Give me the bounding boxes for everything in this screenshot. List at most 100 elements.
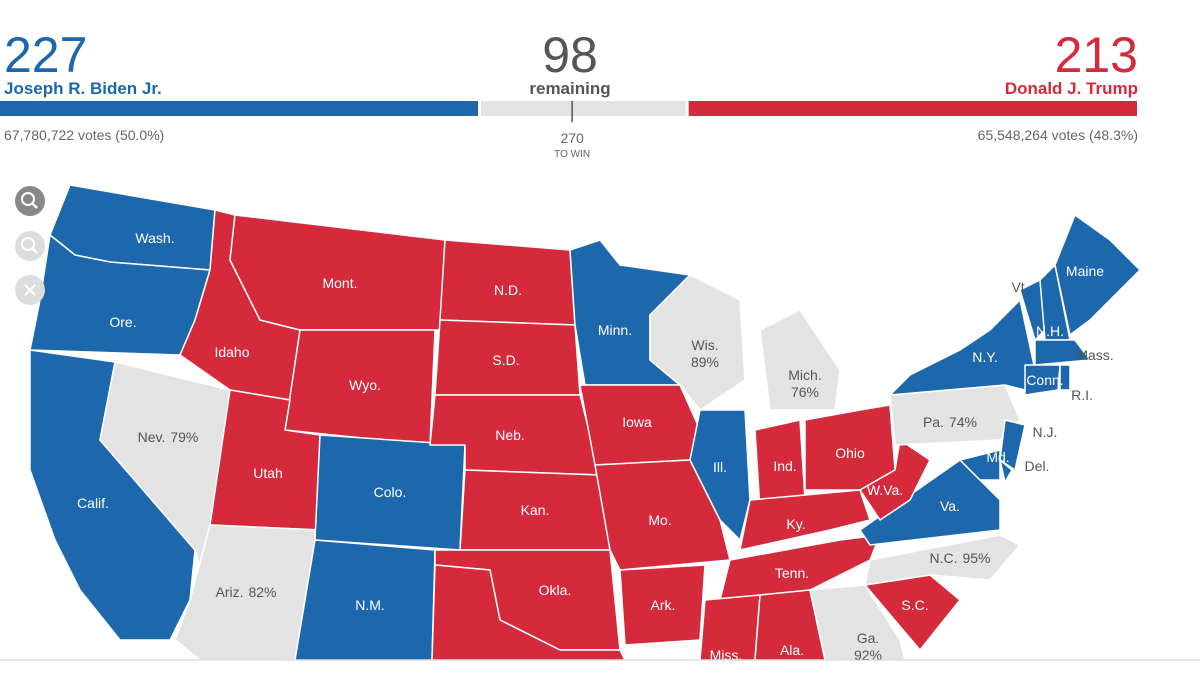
state-name: Mo. — [648, 512, 671, 528]
state-label: Ark. — [651, 597, 676, 613]
state-label: Minn. — [598, 322, 632, 338]
state-name: S.C. — [901, 597, 928, 613]
biden-electoral: 227 — [4, 27, 87, 83]
state-name: Iowa — [622, 414, 652, 430]
state — [739, 489, 871, 551]
state-name: Ky. — [786, 516, 805, 532]
state-name: Kan. — [521, 502, 550, 518]
state-label: N.C. 95% — [929, 550, 990, 566]
state-name: Ill. — [713, 459, 727, 475]
state-label: Idaho — [214, 344, 249, 360]
state-name: Wyo. — [349, 377, 381, 393]
state-name: Maine — [1066, 263, 1104, 279]
states — [29, 184, 1141, 661]
state-label: S.C. — [901, 597, 928, 613]
state-name: Md. — [986, 449, 1009, 465]
state — [229, 214, 446, 331]
state-label: Wash. — [135, 230, 174, 246]
state-label: N.D. — [494, 282, 522, 298]
state — [999, 419, 1026, 471]
state-name: Ohio — [835, 445, 865, 461]
state-label: Calif. — [77, 495, 109, 511]
state-label: N.H. — [1036, 323, 1064, 339]
state-percent-reporting: 95% — [962, 550, 990, 566]
state-name: Calif. — [77, 495, 109, 511]
state-label: Maine — [1066, 263, 1104, 279]
state-label: Ohio — [835, 445, 865, 461]
state — [809, 584, 906, 661]
state-label: Ore. — [109, 314, 136, 330]
state-name: Minn. — [598, 322, 632, 338]
zoom-in-button[interactable] — [15, 186, 45, 216]
zoom-controls — [15, 186, 45, 305]
state-label: N.Y. — [972, 349, 997, 365]
state-name: N.H. — [1036, 323, 1064, 339]
state-name: Ariz. — [215, 584, 243, 600]
electoral-bar-segment — [481, 101, 686, 116]
state-label: Ga. 92% — [854, 630, 882, 663]
state-name: Wis. — [691, 337, 718, 353]
state-label: Mass. — [1076, 347, 1113, 363]
state-label: Ariz. 82% — [215, 584, 276, 600]
state-label: W.Va. — [867, 482, 903, 498]
trump-votes: 65,548,264 votes (48.3%) — [978, 127, 1138, 143]
state-label: Colo. — [374, 484, 407, 500]
state — [759, 309, 841, 411]
state-name: Ark. — [651, 597, 676, 613]
state-label: Wis. 89% — [691, 337, 719, 370]
state-label: Miss. — [710, 647, 743, 663]
state-label: N.J. — [1033, 424, 1058, 440]
state-name: N.J. — [1033, 424, 1058, 440]
state-name: Del. — [1025, 458, 1050, 474]
state-name: R.I. — [1071, 387, 1093, 403]
state-name: Vt. — [1011, 279, 1028, 295]
state-percent-reporting: 92% — [854, 647, 882, 663]
state-label: Tenn. — [775, 565, 809, 581]
state-name: Nev. — [138, 429, 166, 445]
state — [1054, 214, 1141, 336]
state-name: Wash. — [135, 230, 174, 246]
state-label: Vt. — [1011, 279, 1028, 295]
state-name: Ore. — [109, 314, 136, 330]
electoral-bar-segment — [688, 101, 1137, 116]
state — [1059, 364, 1071, 391]
state — [859, 459, 1001, 546]
state — [859, 439, 931, 521]
state-percent-reporting: 89% — [691, 354, 719, 370]
reset-button[interactable] — [15, 275, 45, 305]
state-label: Neb. — [495, 427, 525, 443]
state-name: Okla. — [539, 582, 572, 598]
zoom-out-button[interactable] — [15, 231, 45, 261]
state-label: Nev. 79% — [138, 429, 199, 445]
state-name: Tenn. — [775, 565, 809, 581]
trump-electoral: 213 — [1055, 27, 1138, 83]
state-label: Ala. — [780, 642, 804, 658]
state-name: Va. — [940, 498, 960, 514]
state-label: Va. — [940, 498, 960, 514]
state-name: Ga. — [857, 630, 880, 646]
state-labels: Wash. Ore. Calif. Nev. 79% Idaho Mont. Wyo. Utah… — [77, 230, 1114, 663]
state — [864, 534, 1021, 586]
state — [999, 459, 1013, 483]
state — [889, 299, 1036, 396]
state-name: W.Va. — [867, 482, 903, 498]
state-label: Pa. 74% — [923, 414, 977, 430]
state-label: Okla. — [539, 582, 572, 598]
state-label: N.M. — [355, 597, 385, 613]
state-name: N.D. — [494, 282, 522, 298]
state-name: Colo. — [374, 484, 407, 500]
state-name: Conn. — [1026, 372, 1063, 388]
state-percent-reporting: 82% — [248, 584, 276, 600]
state-name: Mass. — [1076, 347, 1113, 363]
state-percent-reporting: 79% — [170, 429, 198, 445]
state-name: Mont. — [322, 275, 357, 291]
state-name: Neb. — [495, 427, 525, 443]
state-percent-reporting: 74% — [949, 414, 977, 430]
state-name: Ala. — [780, 642, 804, 658]
state — [619, 564, 706, 646]
biden-votes: 67,780,722 votes (50.0%) — [4, 127, 164, 143]
state-name: Pa. — [923, 414, 944, 430]
to-win-label: TO WIN — [554, 149, 590, 160]
